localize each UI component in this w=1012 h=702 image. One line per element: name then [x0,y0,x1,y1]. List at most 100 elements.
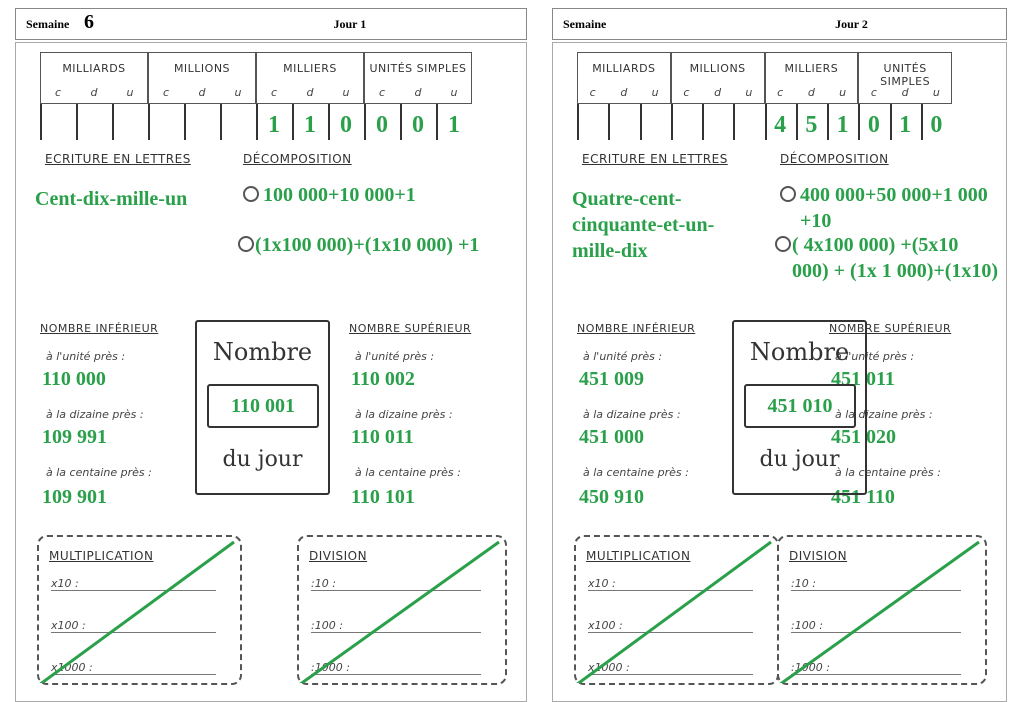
number-box: Nombre 451 010 du jour [732,320,867,495]
digit: 1 [304,112,316,138]
group-frame [148,52,256,104]
digit: 0 [376,112,388,138]
op-row-label: x10 : [51,577,79,590]
op-row-label: :10 : [311,577,336,590]
day-panel: Semaine 6 Jour 1 MILLIARDS c d u MILLIONS c d u MIL… [15,0,527,702]
digit-cell [670,104,702,140]
op-row: x1000 : [51,661,216,675]
digit: 1 [448,112,460,138]
digit: 0 [867,112,880,138]
row-label: à la centaine près : [46,466,152,479]
bullet [238,236,254,252]
number-inner: 451 010 [744,384,856,428]
decomposition-label: DÉCOMPOSITION [243,152,352,166]
op-row-label: :10 : [791,577,816,590]
row-value: 110 002 [351,368,415,390]
group-frame [670,52,765,104]
digit-cell [112,104,148,140]
op-row-label: x1000 : [588,661,630,674]
digit-cell [364,104,400,140]
digit-cell [400,104,436,140]
row-value: 110 000 [42,368,106,390]
column-name: d [414,86,422,99]
digit-cell [436,104,472,140]
digit-cell [40,104,76,140]
strike-line [779,540,980,683]
decomposition-line: ( 4x100 000) +(5x10 000) + (1x 1 000)+(1… [792,234,999,282]
strike-line [576,540,772,683]
group-name: MILLIARDS [592,62,656,75]
words-text: Cent-dix-mille-un [35,188,188,210]
op-row-label: :100 : [311,619,343,632]
group-frame [577,52,671,104]
digit-cell [608,104,639,140]
row-value: 110 101 [351,486,415,508]
row-value: 451 110 [831,486,895,508]
column-name: u [839,86,847,99]
group-name: UNITÉS SIMPLES [880,62,931,88]
column-name: d [620,86,628,99]
column-name: d [198,86,206,99]
op-row: :10 : [311,577,481,591]
number-bottom: du jour [222,447,303,472]
row-value: 109 991 [42,426,107,448]
op-row: x100 : [588,619,753,633]
decomposition-line: (1x100 000)+(1x10 000) +1 [255,234,480,256]
week-number: 6 [84,11,94,33]
multiplication-box: MULTIPLICATION x10 : x100 : x1000 : [574,535,779,685]
column-name: d [901,86,909,99]
op-row-label: x100 : [588,619,623,632]
day-panel: Semaine Jour 2 MILLIARDS c d u MILLIONS c d u MILL… [552,0,1007,702]
digit-cell [148,104,184,140]
multiplication-box: MULTIPLICATION x10 : x100 : x1000 : [37,535,242,685]
digit: 4 [774,112,787,138]
row-value: 451 000 [579,426,644,448]
lower-label: NOMBRE INFÉRIEUR [577,322,696,335]
group-name: MILLIERS [784,62,839,75]
number-box: Nombre 110 001 du jour [195,320,330,495]
division-label: DIVISION [789,549,848,563]
column-name: u [450,86,458,99]
group-name: UNITÉS SIMPLES [369,62,467,75]
decomposition-line: 100 000+10 000+1 [263,184,416,206]
digit-cell [328,104,364,140]
group-name: MILLIARDS [62,62,126,75]
row-value: 451 020 [831,426,896,448]
header: Semaine 6 Jour 1 [15,8,527,40]
digit-cell [76,104,112,140]
row-label: à la dizaine près : [46,408,144,421]
digit-cell [702,104,733,140]
column-name: u [342,86,350,99]
digit: 0 [340,112,352,138]
column-name: d [807,86,815,99]
op-row: x10 : [588,577,753,591]
digit-cell [184,104,220,140]
number-inner: 110 001 [207,384,319,428]
op-row-label: x1000 : [51,661,93,674]
column-name: c [589,86,596,99]
column-name: d [714,86,722,99]
group-name: MILLIERS [283,62,337,75]
digit-cell [889,104,921,140]
column-name: u [651,86,659,99]
row-value: 110 011 [351,426,414,448]
row-label: à la centaine près : [835,466,941,479]
words-text: Quatre-cent-cinquante-et-un-mille-dix [572,188,715,262]
digit: 1 [899,112,912,138]
decomposition-line: 400 000+50 000+1 000 +10 [800,184,988,232]
words-label: ECRITURE EN LETTRES [582,152,728,166]
number-value: 451 010 [767,395,833,417]
header: Semaine Jour 2 [552,8,1007,40]
digit-cell [256,104,292,140]
column-name: u [126,86,134,99]
multiplication-label: MULTIPLICATION [49,549,154,563]
division-label: DIVISION [309,549,368,563]
op-row-label: :100 : [791,619,823,632]
column-name: u [234,86,242,99]
group-name: MILLIONS [173,62,231,75]
group-name: MILLIONS [689,62,746,75]
strike-line [39,540,235,683]
op-row: x10 : [51,577,216,591]
column-name: c [270,86,278,99]
